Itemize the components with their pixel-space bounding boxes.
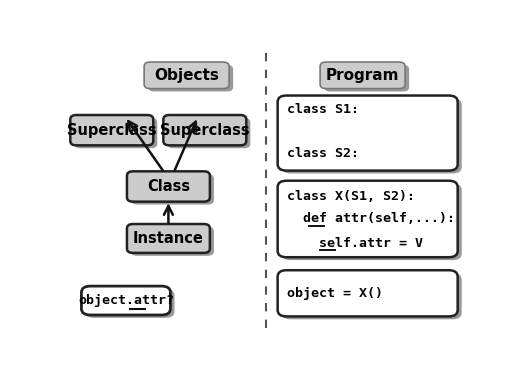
Text: class S2:: class S2: [287, 147, 359, 160]
FancyBboxPatch shape [86, 289, 174, 318]
FancyBboxPatch shape [148, 65, 233, 92]
FancyBboxPatch shape [278, 181, 458, 257]
FancyBboxPatch shape [144, 62, 229, 88]
Text: Superclass: Superclass [160, 123, 250, 138]
Text: class S1:: class S1: [287, 104, 359, 117]
FancyBboxPatch shape [74, 118, 157, 148]
FancyBboxPatch shape [282, 273, 461, 320]
Text: def attr(self,...):: def attr(self,...): [287, 213, 455, 225]
FancyBboxPatch shape [127, 224, 210, 253]
Text: Class: Class [147, 179, 190, 194]
FancyBboxPatch shape [163, 115, 246, 146]
FancyBboxPatch shape [282, 184, 461, 260]
FancyBboxPatch shape [320, 62, 405, 88]
FancyBboxPatch shape [70, 115, 153, 146]
Text: object.attr?: object.attr? [78, 294, 174, 307]
Text: Superclass: Superclass [67, 123, 157, 138]
FancyBboxPatch shape [81, 286, 170, 315]
FancyBboxPatch shape [324, 65, 409, 92]
FancyBboxPatch shape [282, 98, 461, 174]
FancyBboxPatch shape [278, 96, 458, 171]
Text: object = X(): object = X() [287, 287, 383, 300]
Text: Instance: Instance [133, 231, 204, 246]
FancyBboxPatch shape [127, 171, 210, 202]
Text: Objects: Objects [154, 68, 219, 83]
Text: class X(S1, S2):: class X(S1, S2): [287, 190, 415, 203]
Text: self.attr = V: self.attr = V [287, 237, 423, 250]
FancyBboxPatch shape [131, 227, 214, 256]
Text: Program: Program [326, 68, 399, 83]
FancyBboxPatch shape [278, 270, 458, 316]
FancyBboxPatch shape [131, 174, 214, 204]
FancyBboxPatch shape [168, 118, 251, 148]
